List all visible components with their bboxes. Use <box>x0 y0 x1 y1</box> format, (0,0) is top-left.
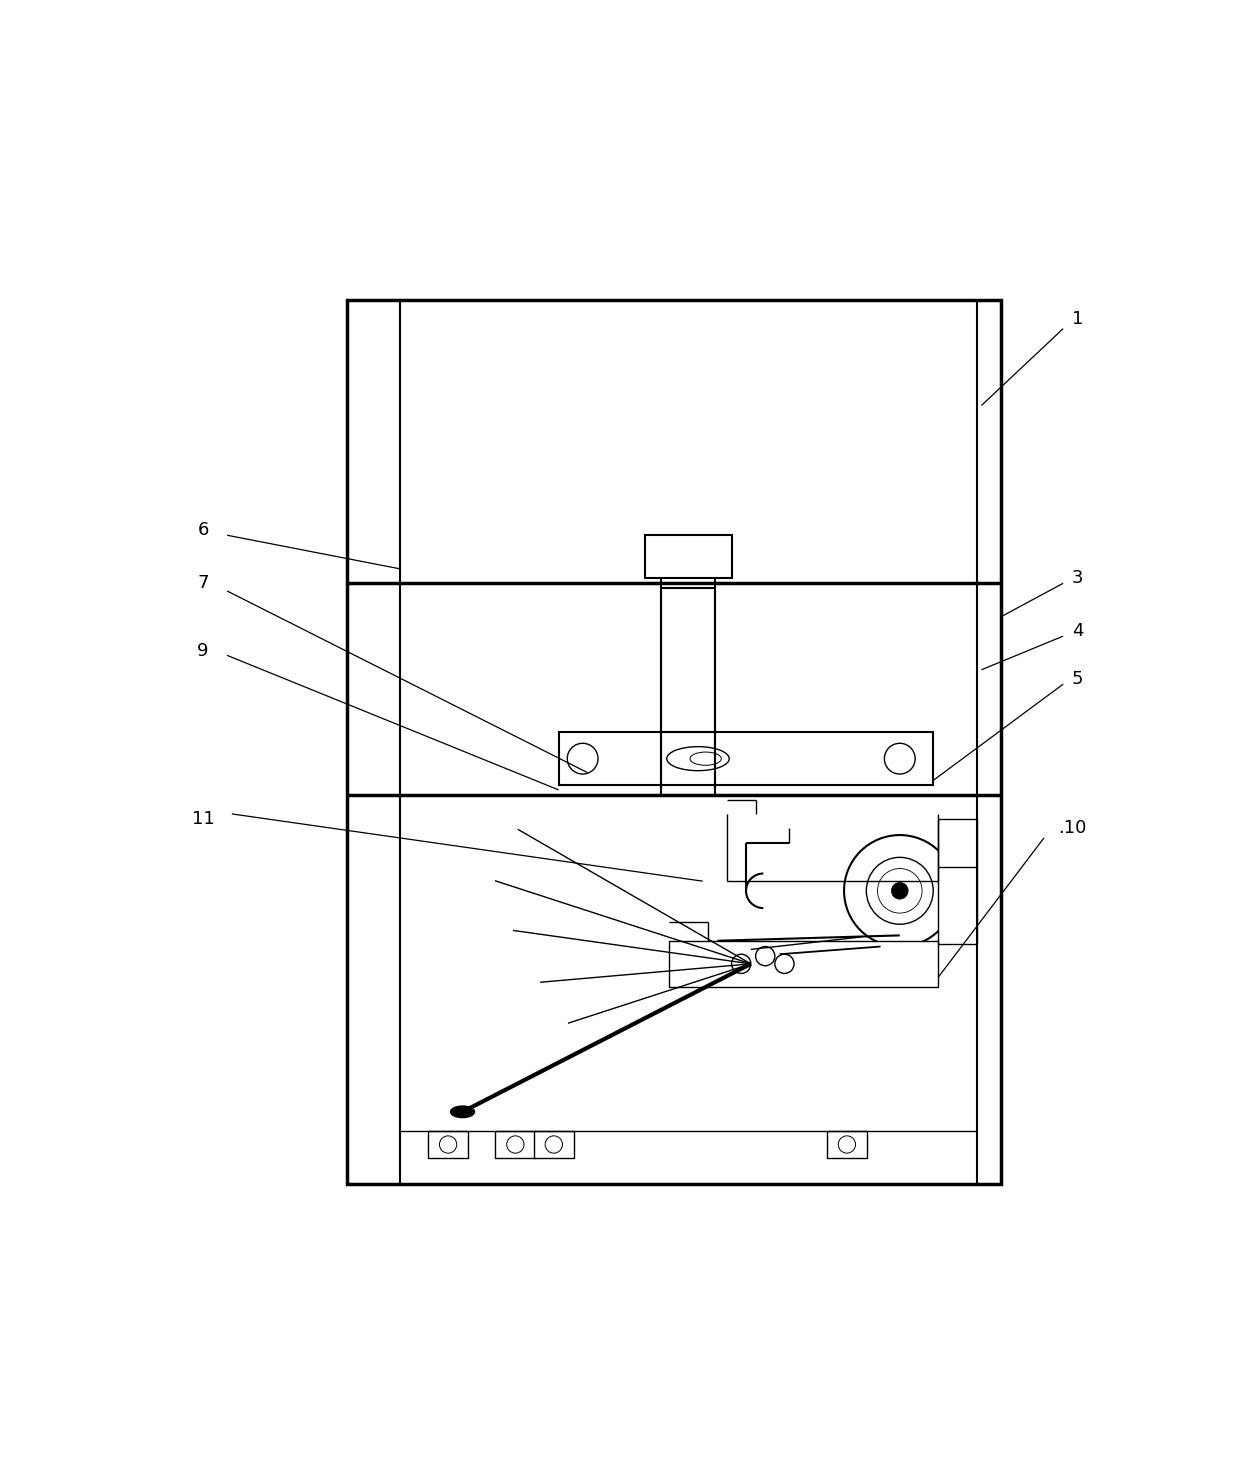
Bar <box>670 940 939 987</box>
Bar <box>428 1131 469 1158</box>
Text: 7: 7 <box>197 574 208 592</box>
Text: 9: 9 <box>197 642 208 660</box>
Circle shape <box>732 955 751 974</box>
Circle shape <box>507 1136 525 1153</box>
Bar <box>495 1131 536 1158</box>
Circle shape <box>755 946 775 965</box>
Bar <box>939 818 977 943</box>
Circle shape <box>775 955 794 974</box>
Bar <box>533 1131 574 1158</box>
Ellipse shape <box>689 752 722 765</box>
Bar <box>827 1131 867 1158</box>
Circle shape <box>567 743 598 774</box>
Bar <box>558 732 934 784</box>
Ellipse shape <box>667 746 729 771</box>
Text: 3: 3 <box>1071 570 1084 588</box>
Text: 5: 5 <box>1071 670 1084 689</box>
Text: 1: 1 <box>1071 310 1084 328</box>
Circle shape <box>844 834 956 946</box>
Text: .10: .10 <box>1059 820 1087 837</box>
Text: 4: 4 <box>1071 623 1084 640</box>
Circle shape <box>838 1136 856 1153</box>
Text: 11: 11 <box>192 809 215 827</box>
Bar <box>645 535 732 579</box>
Text: 6: 6 <box>197 521 208 539</box>
Circle shape <box>439 1136 456 1153</box>
Circle shape <box>878 868 923 914</box>
Bar <box>347 300 1001 1184</box>
Circle shape <box>884 743 915 774</box>
Circle shape <box>867 858 934 924</box>
Ellipse shape <box>450 1106 475 1118</box>
Bar <box>661 588 715 795</box>
Circle shape <box>546 1136 563 1153</box>
Circle shape <box>892 883 908 899</box>
